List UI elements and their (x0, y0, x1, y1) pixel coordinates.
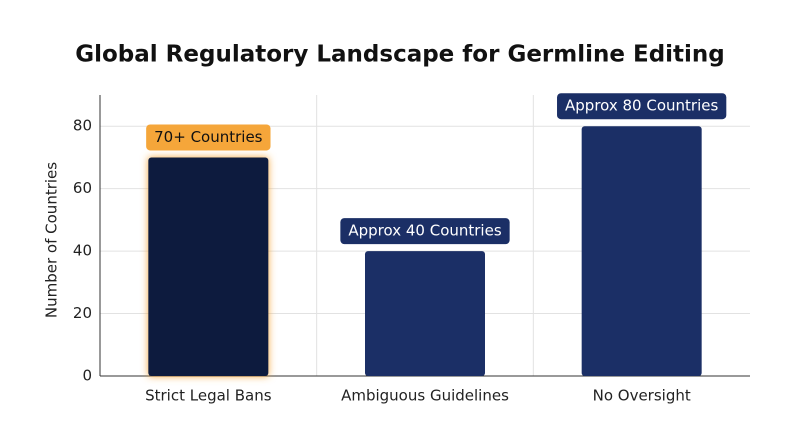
value-label: Approx 80 Countries (565, 97, 718, 115)
value-label-box (146, 124, 271, 151)
y-tick-label: 20 (73, 304, 92, 322)
value-label: Approx 40 Countries (348, 222, 501, 240)
x-tick-label: Ambiguous Guidelines (341, 387, 509, 405)
value-label-box (557, 93, 727, 120)
x-tick-label: Strict Legal Bans (145, 387, 272, 405)
chart-title: Global Regulatory Landscape for Germline… (75, 42, 725, 68)
value-label-box (340, 218, 510, 245)
y-axis-label: Number of Countries (43, 162, 61, 318)
y-tick-label: 80 (73, 117, 92, 135)
y-tick-label: 40 (73, 242, 92, 260)
bar (581, 126, 702, 376)
x-tick-label: No Oversight (593, 387, 691, 405)
y-tick-label: 60 (73, 179, 92, 197)
bar (148, 157, 269, 376)
value-label: 70+ Countries (154, 128, 263, 146)
bar (365, 251, 485, 376)
y-tick-label: 0 (82, 367, 92, 385)
